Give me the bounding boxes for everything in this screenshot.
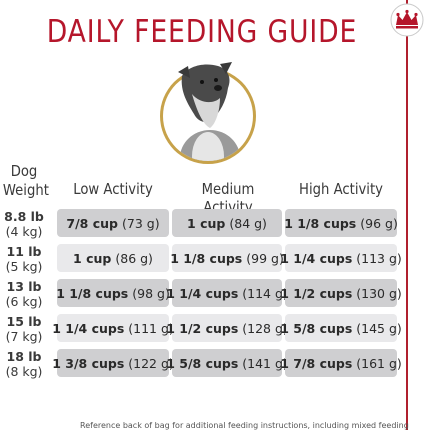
page-title: DAILY FEEDING GUIDE — [46, 14, 358, 50]
cell-low-row-1: 7/8 cup (73 g) — [57, 209, 169, 237]
low-activity-header: Low Activity — [73, 180, 153, 198]
cell-high-row-4: 1 5/8 cups (145 g) — [280, 314, 402, 342]
royal-crown-logo-icon — [384, 0, 430, 40]
weight-label-row-4: 15 lb (7 kg) — [5, 314, 43, 344]
dog-weight-header: Dog Weight — [2, 162, 49, 200]
dog-weight-header-line1: Dog — [10, 162, 38, 180]
cell-high-row-3: 1 1/2 cups (130 g) — [280, 279, 402, 307]
side-accent-line — [406, 0, 408, 430]
schnauzer-dog-photo — [158, 58, 258, 166]
footnote-text: Reference back of bag for additional fee… — [80, 421, 409, 430]
cell-high-row-1: 1 1/8 cups (96 g) — [284, 209, 398, 237]
cell-low-row-5: 1 3/8 cups (122 g) — [52, 349, 174, 377]
cell-medium-row-3: 1 1/4 cups (114 g) — [166, 279, 288, 307]
weight-label-row-1: 8.8 lb (4 kg) — [4, 209, 44, 239]
cell-high-row-5: 1 7/8 cups (161 g) — [280, 349, 402, 377]
cell-medium-row-5: 1 5/8 cups (141 g) — [166, 349, 288, 377]
high-activity-header: High Activity — [299, 180, 383, 198]
cell-high-row-2: 1 1/4 cups (113 g) — [280, 244, 402, 272]
cell-medium-row-2: 1 1/8 cups (99 g) — [170, 244, 284, 272]
cell-low-row-4: 1 1/4 cups (111 g) — [52, 314, 174, 342]
cell-low-row-3: 1 1/8 cups (98 g) — [56, 279, 170, 307]
weight-label-row-5: 18 lb (8 kg) — [5, 349, 43, 379]
dog-weight-header-line2: Weight — [2, 181, 49, 199]
cell-medium-row-4: 1 1/2 cups (128 g) — [166, 314, 288, 342]
weight-label-row-2: 11 lb (5 kg) — [5, 244, 43, 274]
cell-low-row-2: 1 cup (86 g) — [57, 244, 169, 272]
weight-label-row-3: 13 lb (6 kg) — [5, 279, 43, 309]
cell-medium-row-1: 1 cup (84 g) — [172, 209, 282, 237]
